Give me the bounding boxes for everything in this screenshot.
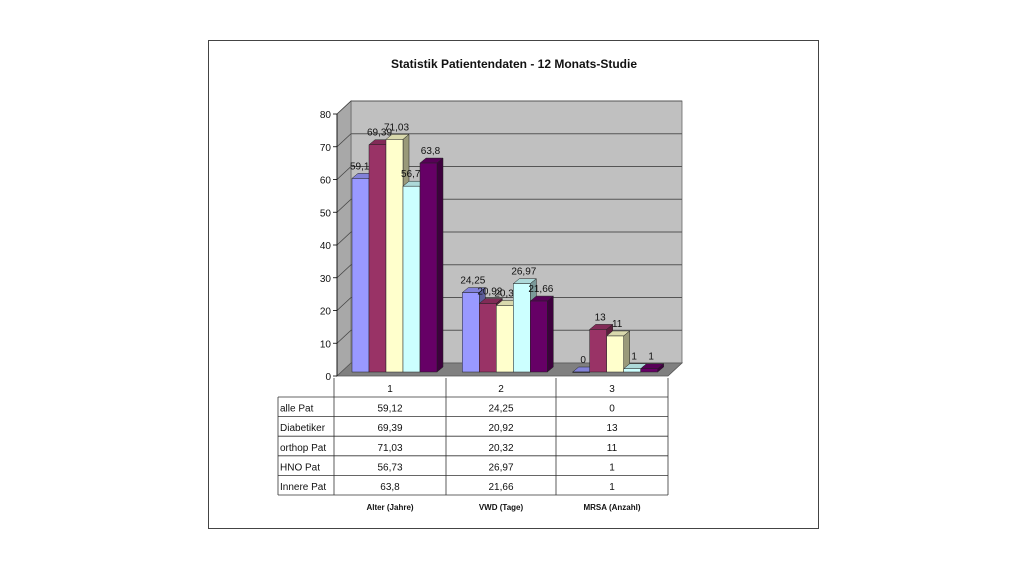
data-label: 59,12 [350, 161, 375, 172]
data-label: 69,39 [367, 128, 392, 139]
table-series-label: HNO Pat [280, 462, 320, 473]
gridline-side [336, 198, 352, 213]
category-label: MRSA (Anzahl) [583, 503, 640, 512]
table-cell: 24,25 [488, 404, 513, 415]
y-tick-label: 0 [325, 372, 331, 383]
data-label: 71,03 [384, 122, 409, 133]
table-category-header: 2 [498, 384, 504, 395]
data-label: 1 [631, 352, 637, 363]
bar [402, 185, 421, 373]
bar [479, 303, 497, 373]
table-series-label: orthop Pat [280, 443, 326, 454]
gridline-side [336, 264, 352, 279]
bar [640, 368, 658, 373]
bar [368, 144, 387, 373]
bar [589, 329, 607, 373]
data-label: 20,92 [477, 286, 502, 297]
y-tick-label: 60 [320, 176, 332, 187]
gridline-side [336, 231, 352, 246]
data-label: 11 [612, 319, 623, 330]
table-cell: 1 [609, 462, 615, 473]
table-cell: 56,73 [377, 462, 402, 473]
gridline-side [336, 297, 352, 311]
table-cell: 21,66 [488, 482, 513, 493]
y-tick-label: 80 [320, 110, 332, 121]
table-cell: 0 [609, 404, 615, 415]
bar [496, 305, 514, 373]
data-label: 63,8 [421, 146, 441, 157]
data-label: 26,97 [511, 267, 536, 278]
table-cell: 1 [609, 482, 615, 493]
data-label: 56,73 [401, 169, 426, 180]
y-tick-label: 20 [320, 307, 332, 318]
data-label: 20,32 [494, 288, 519, 299]
table-cell: 59,12 [377, 404, 402, 415]
table-cell: 71,03 [377, 443, 402, 454]
table-cell: 20,92 [488, 423, 513, 434]
bar [606, 335, 624, 373]
table-series-label: alle Pat [280, 404, 314, 415]
gridline-side [336, 329, 352, 344]
data-label: 1 [648, 352, 654, 363]
y-tick-label: 70 [320, 143, 332, 154]
bar [572, 371, 590, 373]
table-cell: 69,39 [377, 423, 402, 434]
bar [623, 368, 641, 373]
bar [513, 283, 531, 373]
table-cell: 11 [607, 443, 618, 454]
bar [351, 178, 370, 373]
data-label: 21,66 [528, 284, 553, 295]
table-series-label: Innere Pat [280, 482, 326, 493]
table-cell: 26,97 [488, 462, 513, 473]
y-tick-label: 30 [320, 274, 332, 285]
gridline-side [336, 166, 352, 180]
category-label: Alter (Jahre) [366, 503, 413, 512]
table-cell: 20,32 [488, 443, 513, 454]
data-label: 0 [580, 355, 586, 366]
gridline-side [336, 133, 352, 148]
bar [419, 162, 438, 373]
bar [530, 300, 548, 373]
y-tick-label: 10 [320, 339, 332, 350]
chart-title: Statistik Patientendaten - 12 Monats-Stu… [391, 57, 637, 71]
table-cell: 13 [606, 423, 618, 434]
data-label: 13 [595, 312, 607, 323]
bar-side [547, 295, 554, 373]
category-label: VWD (Tage) [479, 503, 524, 512]
table-cell: 63,8 [380, 482, 400, 493]
y-tick-label: 40 [320, 241, 332, 252]
bar [462, 292, 480, 373]
table-category-header: 3 [609, 384, 615, 395]
table-category-header: 1 [387, 384, 393, 395]
data-label: 24,25 [460, 276, 485, 287]
bar-side [436, 157, 444, 373]
y-tick-label: 50 [320, 208, 332, 219]
table-series-label: Diabetiker [280, 423, 326, 434]
gridline-side [336, 100, 352, 115]
